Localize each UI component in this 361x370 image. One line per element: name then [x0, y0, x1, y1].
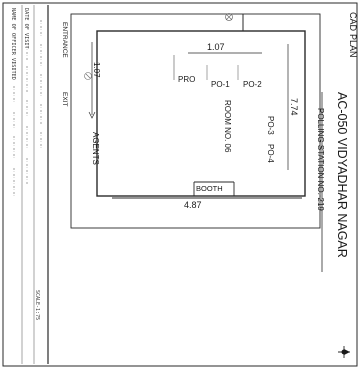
desk-po4: PO-4: [266, 144, 275, 163]
dim-left-arrow: [88, 111, 96, 119]
desk-po2: PO-2: [243, 80, 262, 89]
dim-top: 1.07: [207, 42, 225, 52]
scale-note: SCALE-1:75: [34, 290, 40, 320]
entrance-label: ENTRANCE: [61, 22, 68, 58]
booth-label: BOOTH: [196, 184, 223, 193]
desk-po1: PO-1: [211, 80, 230, 89]
plan-heading: AC-050 VIDYADHAR NAGAR: [335, 92, 349, 258]
legend-line-1: NAME OF OFFICER VISITED: [10, 8, 16, 80]
dim-right: 7.74: [289, 98, 299, 116]
plan-subheading: POLLING STATION NO.-219: [316, 108, 325, 211]
compound-boundary: [70, 13, 321, 229]
door-symbol-icon: [84, 72, 92, 80]
sheet-border: [2, 2, 358, 367]
legend-line-2: DATE OF VISIT: [23, 8, 29, 49]
room-walls: [96, 30, 306, 197]
dim-left: 1.07: [92, 62, 101, 78]
room-label: ROOM NO. 06: [223, 100, 232, 153]
dim-bottom: 4.87: [184, 200, 202, 210]
agents-label: AGENTS: [91, 132, 100, 165]
title-cad: CAD: [348, 12, 358, 32]
exit-label: EXIT: [61, 92, 68, 106]
desk-pro: PRO: [178, 75, 195, 84]
entrance-symbol-icon: [225, 13, 233, 21]
desk-po3: PO-3: [266, 116, 275, 135]
title-plan: PLAN: [348, 34, 358, 58]
north-arrow-icon: [338, 346, 350, 358]
